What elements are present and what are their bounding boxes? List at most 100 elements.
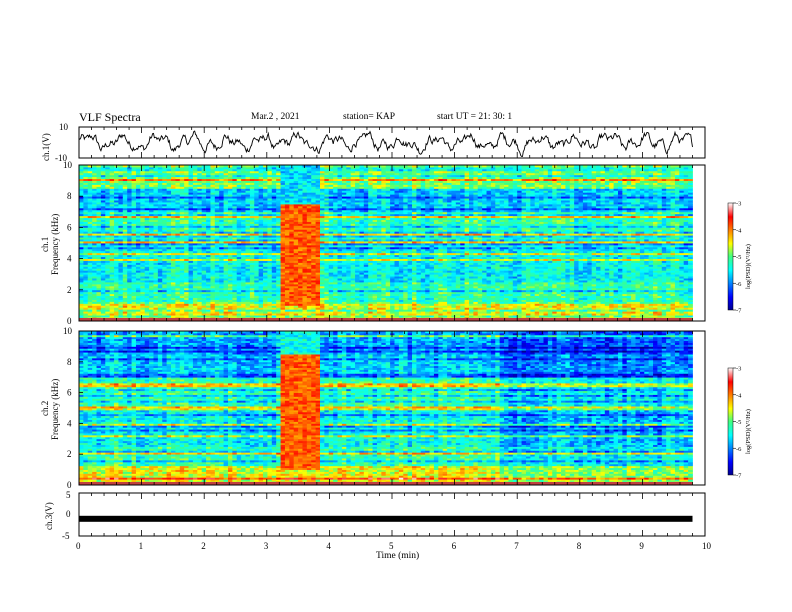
spectrogram-cell: [184, 215, 189, 219]
spectrogram-cell: [179, 305, 185, 308]
spectrogram-cell: [131, 225, 137, 228]
spectrogram-cell: [105, 200, 111, 203]
spectrogram-cell: [157, 287, 163, 291]
spectrogram-cell: [96, 182, 102, 185]
spectrogram-cell: [197, 168, 203, 172]
spectrogram-cell: [219, 188, 224, 191]
spectrogram-cell: [149, 311, 154, 314]
spectrogram-cell: [144, 237, 150, 240]
spectrogram-cell: [280, 252, 286, 256]
spectrogram-cell: [109, 227, 115, 230]
spectrogram-cell: [122, 227, 128, 230]
spectrogram-cell: [100, 168, 106, 172]
spectrogram-cell: [153, 264, 159, 267]
spectrogram-cell: [83, 289, 89, 293]
spectrogram-cell: [254, 291, 260, 295]
spectrogram-cell: [149, 272, 154, 275]
spectrogram-cell: [127, 299, 132, 302]
spectrogram-cell: [214, 215, 220, 219]
spectrogram-cell: [232, 248, 238, 252]
spectrogram-cell: [258, 256, 264, 259]
spectrogram-cell: [219, 268, 224, 271]
spectrogram-cell: [245, 254, 251, 258]
spectrogram-cell: [258, 313, 264, 316]
spectrogram-cell: [131, 239, 137, 242]
spectrogram-cell: [214, 282, 220, 285]
spectrogram-cell: [157, 260, 163, 263]
spectrogram-cell: [135, 178, 141, 181]
spectrogram-cell: [175, 229, 181, 232]
spectrogram-cell: [223, 293, 229, 297]
spectrogram-cell: [162, 289, 168, 293]
spectrogram-cell: [241, 252, 246, 256]
spectrogram-cell: [210, 168, 216, 172]
spectrogram-cell: [140, 293, 146, 297]
spectrogram-cell: [140, 264, 146, 267]
spectrogram-cell: [201, 282, 207, 285]
spectrogram-cell: [179, 194, 185, 197]
spectrogram-cell: [166, 215, 172, 219]
spectrogram-cell: [127, 266, 132, 269]
spectrogram-cell: [254, 166, 260, 170]
spectrogram-cell: [79, 244, 84, 248]
spectrogram-cell: [258, 311, 264, 314]
spectrogram-cell: [197, 190, 203, 193]
spectrogram-cell: [175, 289, 181, 293]
spectrogram-cell: [241, 172, 246, 176]
spectrogram-cell: [232, 274, 238, 277]
spectrogram-cell: [144, 303, 150, 306]
spectrogram-cell: [96, 260, 102, 263]
spectrogram-cell: [258, 276, 264, 279]
spectrogram-cell: [201, 198, 207, 201]
spectrogram-cell: [118, 264, 124, 267]
spectrogram-cell: [96, 268, 102, 271]
spectrogram-cell: [175, 315, 181, 318]
spectrogram-cell: [254, 204, 260, 207]
spectrogram-cell: [223, 311, 229, 314]
spectrogram-cell: [245, 289, 251, 293]
spectrogram-cell: [280, 241, 286, 244]
spectrogram-cell: [109, 264, 115, 267]
spectrogram-cell: [245, 243, 251, 246]
spectrogram-cell: [206, 221, 211, 224]
spectrogram-cell: [87, 268, 93, 271]
spectrogram-cell: [92, 235, 97, 238]
spectrogram-cell: [87, 217, 93, 220]
spectrogram-cell: [271, 190, 277, 193]
spectrogram-cell: [271, 180, 277, 183]
spectrogram-cell: [153, 270, 159, 273]
spectrogram-cell: [131, 276, 137, 279]
spectrogram-cell: [157, 246, 163, 250]
spectrogram-cell: [249, 260, 255, 263]
spectrogram-cell: [140, 270, 146, 273]
spectrogram-cell: [219, 254, 224, 258]
spectrogram-cell: [118, 209, 124, 213]
spectrogram-cell: [267, 258, 273, 261]
spectrogram-cell: [184, 280, 189, 283]
spectrogram-cell: [166, 291, 172, 295]
spectrogram-cell: [79, 260, 84, 263]
spectrogram-cell: [100, 192, 106, 195]
spectrogram-cell: [227, 227, 233, 230]
spectrogram-cell: [135, 250, 141, 254]
spectrogram-cell: [157, 305, 163, 308]
spectrogram-cell: [271, 241, 277, 244]
spectrogram-cell: [232, 297, 238, 300]
spectrogram-cell: [171, 307, 176, 310]
spectrogram-cell: [179, 307, 185, 310]
spectrogram-cell: [166, 190, 172, 193]
spectrogram-cell: [79, 213, 84, 217]
spectrogram-cell: [236, 252, 242, 256]
spectrogram-cell: [122, 258, 128, 261]
spectrogram-cell: [267, 309, 273, 312]
spectrogram-cell: [114, 309, 119, 312]
spectrogram-cell: [249, 285, 255, 289]
spectrogram-cell: [241, 250, 246, 254]
spectrogram-cell: [232, 178, 238, 181]
spectrogram-cell: [184, 297, 189, 300]
spectrogram-cell: [153, 235, 159, 238]
spectrogram-cell: [214, 231, 220, 234]
spectrogram-cell: [267, 252, 273, 256]
spectrogram-cell: [135, 239, 141, 242]
spectrogram-cell: [157, 204, 163, 207]
